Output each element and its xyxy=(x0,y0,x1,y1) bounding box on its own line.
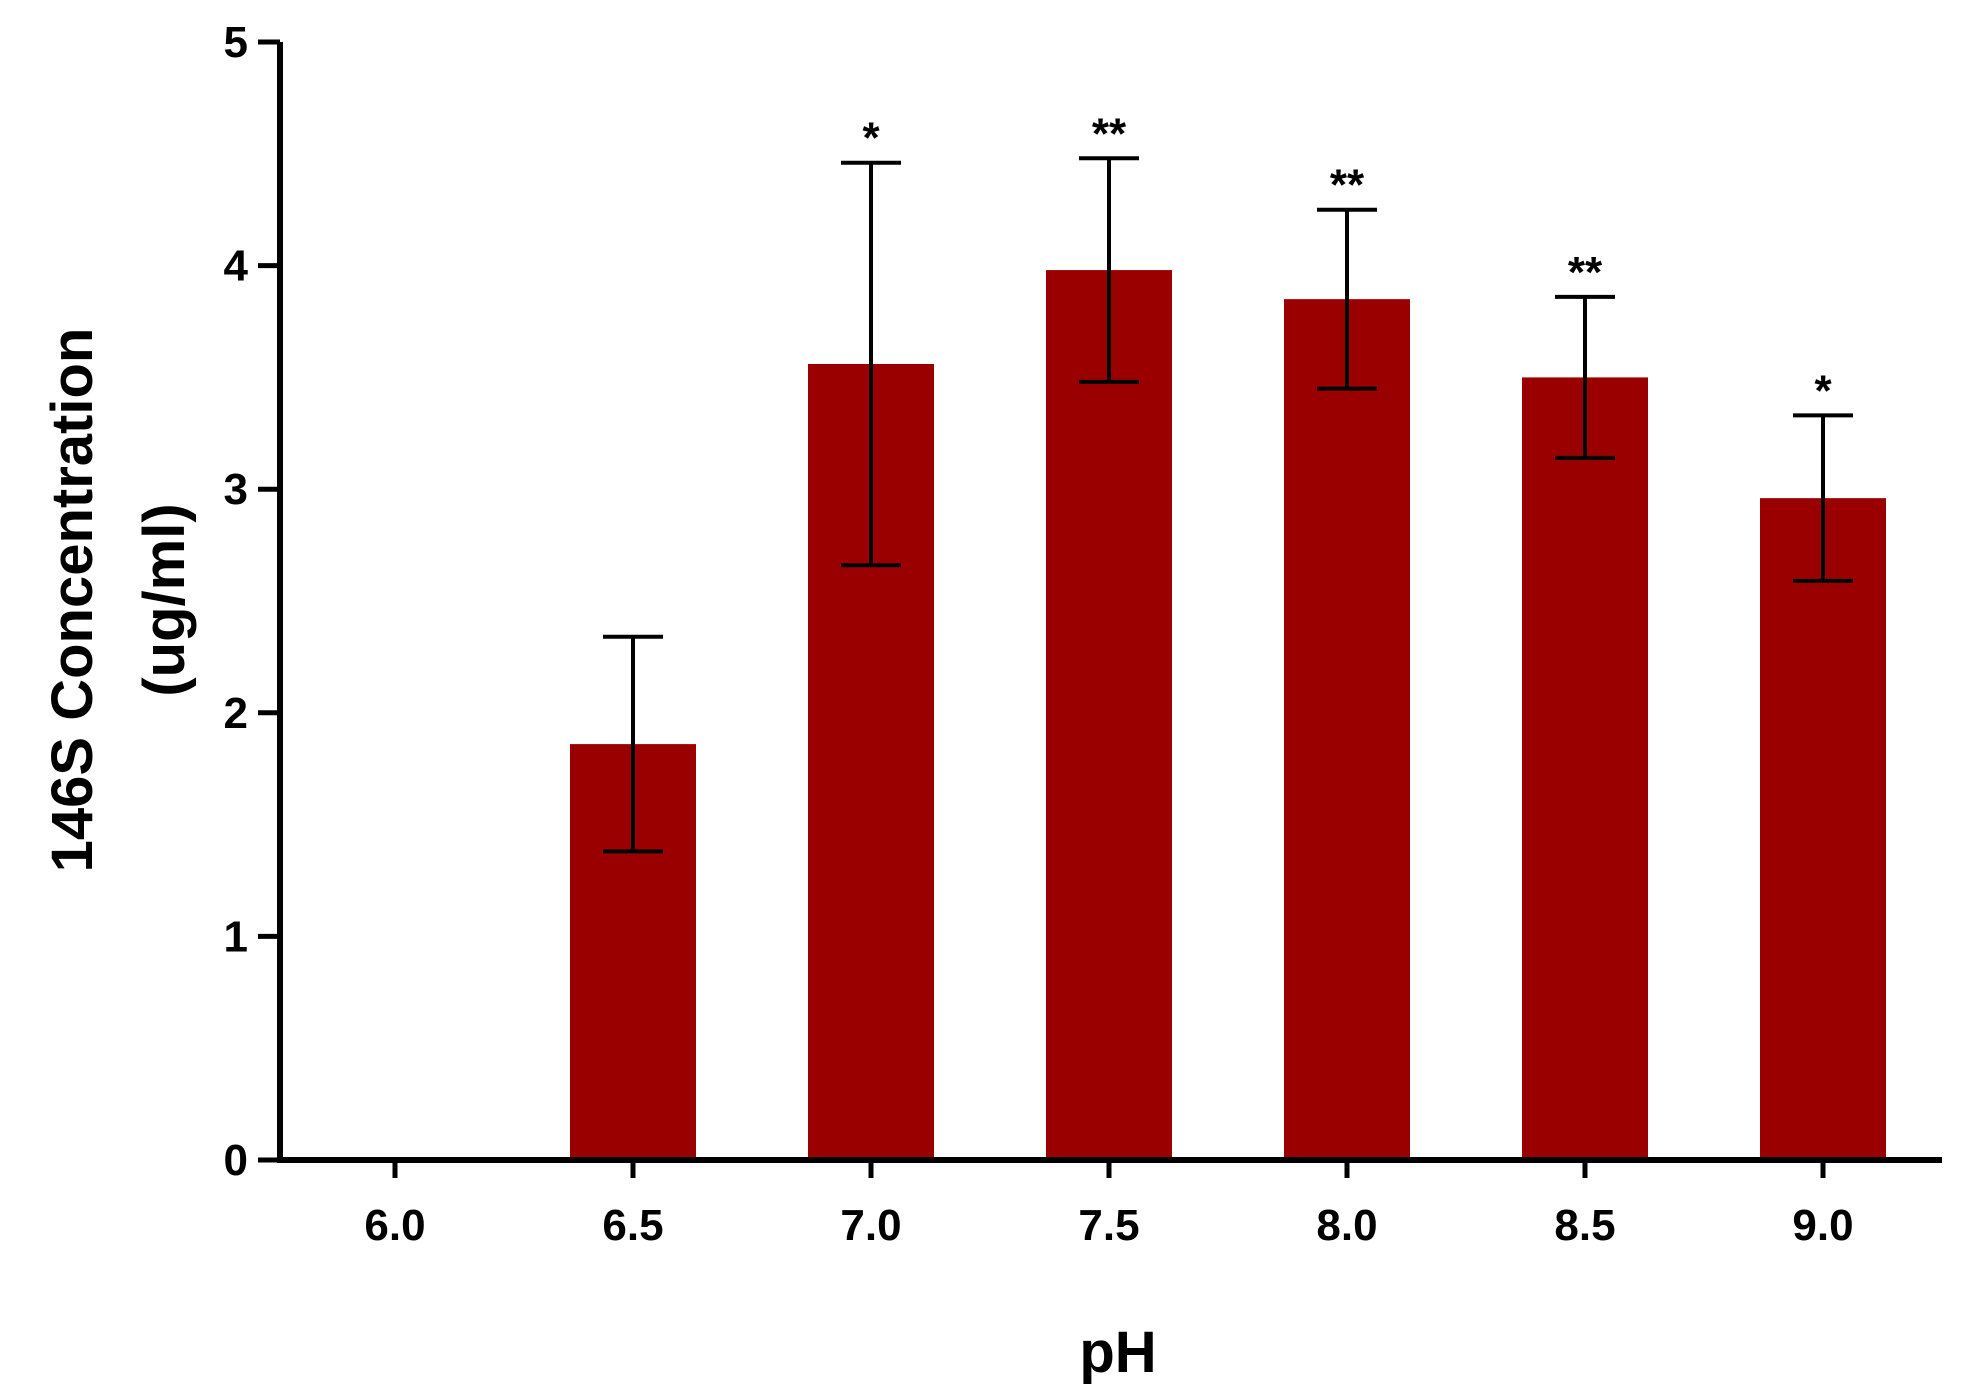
x-tick-label-8.0: 8.0 xyxy=(1316,1201,1377,1250)
y-tick-label-4: 4 xyxy=(224,242,249,291)
error-bar-7.0 xyxy=(841,160,901,568)
significance-label-8.5: ** xyxy=(1568,248,1603,297)
y-axis-title-line-2: (ug/ml) xyxy=(132,503,197,696)
significance-group: * ******* xyxy=(862,109,1832,415)
significance-label-7.0: * xyxy=(862,114,880,163)
x-tick-label-8.5: 8.5 xyxy=(1554,1201,1615,1250)
significance-label-9.0: * xyxy=(1814,366,1832,415)
y-tick-label-1: 1 xyxy=(224,912,248,961)
error-bar-9.0 xyxy=(1793,413,1853,583)
x-tick-label-7.0: 7.0 xyxy=(840,1201,901,1250)
axes-group xyxy=(258,39,1942,1178)
error-bar-8.0 xyxy=(1317,207,1377,391)
x-tick-labels: 6.0 6.5 7.0 7.5 8.0 8.5 9.0 xyxy=(364,1201,1853,1250)
error-bar-8.5 xyxy=(1555,294,1615,460)
y-tick-label-3: 3 xyxy=(224,465,248,514)
bar-8.0 xyxy=(1284,299,1410,1160)
x-axis-title: pH xyxy=(1079,1320,1156,1385)
bar-7.5 xyxy=(1046,270,1172,1160)
y-tick-label-2: 2 xyxy=(224,689,248,738)
bars-group xyxy=(570,270,1886,1160)
significance-label-7.5: ** xyxy=(1092,109,1127,158)
significance-label-8.0: ** xyxy=(1330,161,1365,210)
y-tick-labels: 0 1 2 3 4 5 xyxy=(224,18,249,1185)
y-tick-label-0: 0 xyxy=(224,1136,248,1185)
bar-9.0 xyxy=(1760,498,1886,1160)
x-tick-label-6.0: 6.0 xyxy=(364,1201,425,1250)
y-axis-title-line-1: 146S Concentration xyxy=(40,328,105,873)
bar-8.5 xyxy=(1522,377,1648,1160)
error-bar-7.5 xyxy=(1079,156,1139,384)
y-axis-title: 146S Concentration (ug/ml) xyxy=(40,328,197,873)
error-bar-6.5 xyxy=(603,634,663,854)
x-tick-label-9.0: 9.0 xyxy=(1792,1201,1853,1250)
x-tick-label-6.5: 6.5 xyxy=(602,1201,663,1250)
y-tick-label-5: 5 xyxy=(224,18,248,67)
x-tick-label-7.5: 7.5 xyxy=(1078,1201,1139,1250)
error-bars-group xyxy=(603,156,1853,854)
